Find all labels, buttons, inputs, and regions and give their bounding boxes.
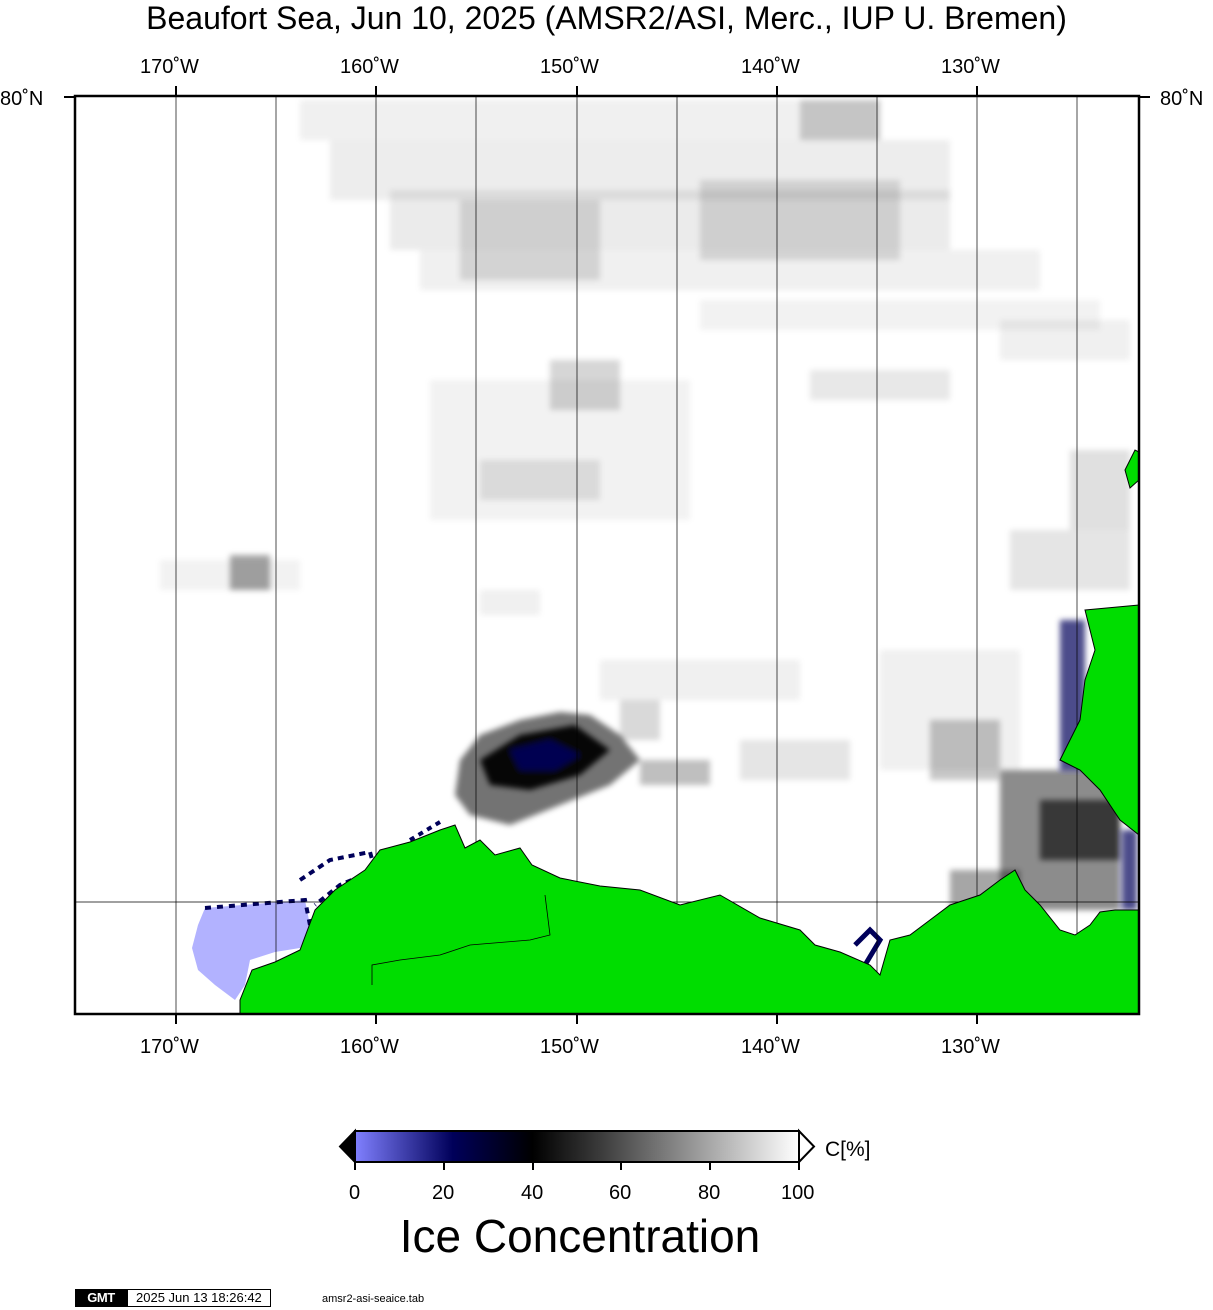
colorbar-tick-60: 60 [609,1182,632,1204]
top-lon-label-170w: 170˚W [140,56,199,78]
colorbar-tick-40: 40 [521,1182,544,1204]
colorbar-unit: C[%] [825,1138,871,1161]
arctic-island [1124,449,1139,489]
low-ice-region [192,900,310,1000]
bottom-lon-label-170w: 170˚W [140,1036,199,1058]
colorbar-gradient [354,1130,800,1163]
ice-layer [160,100,1137,1000]
map-title: Beaufort Sea, Jun 10, 2025 (AMSR2/ASI, M… [146,0,1067,36]
map-frame [73,94,1141,1016]
colorbar-high-triangle [798,1128,816,1165]
top-lon-label-140w: 140˚W [741,56,800,78]
lat-label-right: 80˚N [1160,88,1204,110]
colorbar-tick-80: 80 [698,1182,721,1204]
colorbar [338,1128,816,1170]
bottom-lon-label-140w: 140˚W [741,1036,800,1058]
colorbar-tick-20: 20 [432,1182,455,1204]
lat-label-left: 80˚N [0,88,44,110]
colorbar-low-triangle [338,1128,356,1165]
map-canvas [64,86,1150,1170]
bottom-lon-label-160w: 160˚W [340,1036,399,1058]
banks-island [1059,604,1139,836]
bottom-lon-label-150w: 150˚W [540,1036,599,1058]
source-file: amsr2-asi-seaice.tab [322,1293,425,1305]
bottom-lon-label-130w: 130˚W [941,1036,1000,1058]
frame-ticks [64,86,1150,1024]
land [239,449,1139,1014]
gmt-logo: GMT [75,1289,127,1307]
colorbar-tick-0: 0 [349,1182,361,1204]
top-lon-label-160w: 160˚W [340,56,399,78]
timestamp: 2025 Jun 13 18:26:42 [127,1289,271,1307]
alaska-land [239,824,1139,1014]
top-lon-label-150w: 150˚W [540,56,599,78]
colorbar-label: Ice Concentration [399,1210,761,1262]
top-lon-label-130w: 130˚W [941,56,1000,78]
colorbar-tick-100: 100 [781,1182,815,1204]
